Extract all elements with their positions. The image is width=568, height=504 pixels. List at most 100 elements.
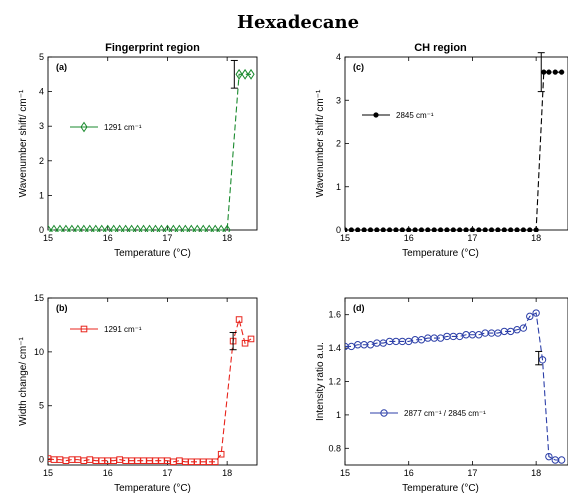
data-point: [193, 224, 201, 232]
x-tick-label: 16: [404, 468, 414, 478]
data-point: [98, 224, 106, 232]
x-axis-label: Temperature (°C): [402, 483, 479, 494]
y-tick-label: 1.6: [328, 310, 341, 320]
x-axis-label: Temperature (°C): [114, 483, 191, 494]
data-point: [418, 227, 425, 232]
x-tick-label: 17: [467, 468, 477, 478]
x-tick-label: 16: [103, 468, 113, 478]
y-tick-label: 0: [39, 225, 44, 235]
data-layer: [345, 69, 565, 232]
legend: 1291 cm⁻¹: [70, 325, 142, 334]
data-point: [541, 69, 547, 75]
data-point: [157, 224, 166, 232]
y-tick-label: 4: [39, 87, 44, 97]
panel-annotation: (c): [353, 62, 364, 72]
data-point: [187, 224, 195, 232]
series-line: [48, 73, 252, 231]
data-point: [399, 227, 405, 232]
legend-label: 1291 cm⁻¹: [104, 123, 142, 132]
series-line: [345, 71, 562, 231]
panel-title: CH region: [414, 42, 467, 54]
data-point: [482, 227, 488, 232]
data-point: [223, 224, 231, 232]
data-point: [527, 227, 533, 232]
legend: 1291 cm⁻¹: [70, 121, 142, 133]
data-point: [175, 224, 183, 232]
data-point: [495, 227, 501, 232]
y-tick-label: 3: [336, 95, 341, 105]
data-point: [367, 227, 374, 232]
data-point: [235, 316, 243, 323]
data-point: [127, 224, 136, 232]
legend-marker: [80, 325, 88, 333]
data-point: [412, 227, 418, 232]
data-point: [247, 335, 255, 343]
x-tick-label: 16: [103, 233, 113, 243]
y-tick-label: 0: [336, 225, 341, 235]
data-point: [205, 224, 213, 232]
data-point: [110, 224, 118, 232]
legend: 2877 cm⁻¹ / 2845 cm⁻¹: [370, 409, 486, 418]
data-point: [469, 227, 476, 232]
panel-annotation: (b): [56, 303, 68, 313]
y-tick-label: 2: [336, 139, 341, 149]
series-line: [345, 312, 562, 461]
error-bar: [537, 52, 545, 93]
data-point: [476, 227, 482, 232]
data-layer: [48, 316, 255, 466]
x-tick-label: 18: [222, 468, 232, 478]
data-point: [361, 227, 367, 232]
data-point: [145, 224, 154, 232]
data-point: [211, 458, 219, 466]
data-point: [116, 224, 124, 232]
panel-annotation: (a): [56, 62, 67, 72]
plot-area-frame: [344, 297, 568, 466]
data-point: [557, 456, 566, 464]
x-tick-label: 17: [162, 233, 172, 243]
data-point: [457, 227, 463, 232]
data-point: [211, 224, 219, 232]
data-point: [558, 69, 565, 75]
data-point: [519, 324, 528, 332]
panel-annotation: (d): [353, 303, 365, 313]
data-point: [181, 224, 189, 232]
plot-area-frame: [47, 56, 258, 231]
y-tick-label: 1: [336, 182, 341, 192]
data-point: [74, 224, 82, 232]
data-point: [374, 227, 380, 232]
data-point: [163, 224, 172, 232]
data-point: [80, 224, 88, 232]
data-point: [532, 309, 540, 317]
data-point: [508, 227, 514, 232]
data-point: [56, 224, 64, 232]
y-axis-label: Width change/ cm⁻¹: [18, 337, 29, 426]
data-point: [393, 227, 399, 232]
data-point: [241, 339, 249, 347]
legend-label: 2845 cm⁻¹: [396, 111, 434, 120]
y-axis-label: Wavenumber shift/ cm⁻¹: [315, 89, 326, 197]
data-point: [545, 452, 553, 461]
x-axis-label: Temperature (°C): [402, 248, 479, 259]
y-tick-label: 4: [336, 52, 341, 62]
x-tick-label: 17: [467, 233, 477, 243]
data-point: [520, 227, 527, 232]
data-point: [514, 227, 520, 232]
y-tick-label: 1.4: [328, 343, 341, 353]
y-tick-label: 0: [39, 455, 44, 465]
y-tick-label: 0.8: [328, 443, 341, 453]
plot-area-frame: [344, 56, 568, 231]
data-point: [386, 227, 393, 232]
data-point: [139, 224, 148, 232]
legend-label: 2877 cm⁻¹ / 2845 cm⁻¹: [404, 409, 486, 418]
data-point: [217, 224, 225, 232]
data-point: [431, 227, 437, 232]
data-point: [217, 450, 225, 458]
data-point: [526, 312, 534, 321]
data-point: [450, 227, 456, 232]
data-point: [533, 227, 539, 232]
x-tick-label: 15: [43, 233, 53, 243]
legend-marker: [373, 112, 379, 118]
data-point: [151, 224, 160, 232]
data-point: [48, 224, 52, 232]
